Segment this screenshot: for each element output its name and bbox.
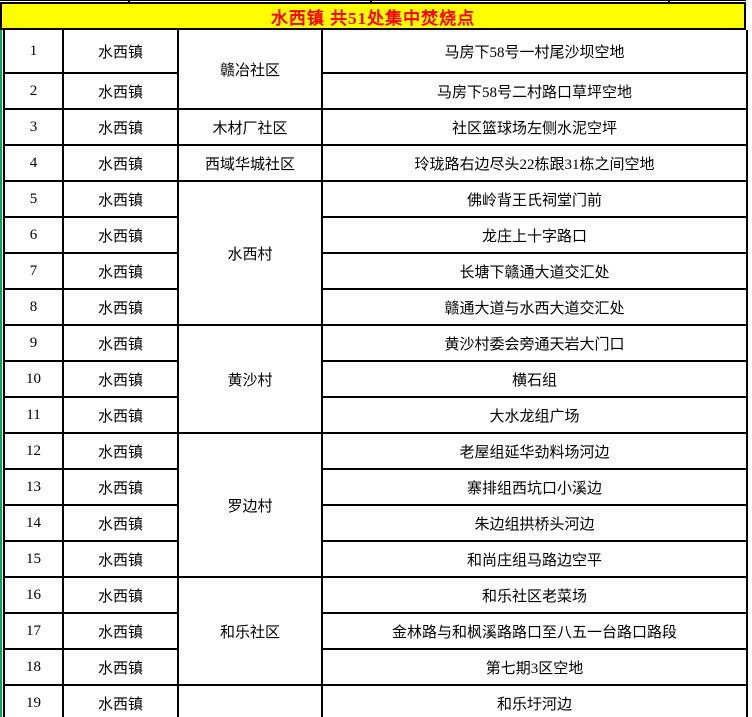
location-cell: 龙庄上十字路口: [321, 216, 748, 254]
town-cell: 水西镇: [62, 72, 179, 110]
location-cell: 寨排组西坑口小溪边: [321, 468, 748, 506]
location-cell: 长塘下赣通大道交汇处: [321, 252, 748, 290]
town-cell: 水西镇: [62, 360, 179, 398]
town-cell: 水西镇: [62, 144, 179, 182]
table-row: 3 水西镇 木材厂社区 社区篮球场左侧水泥空坪: [3, 108, 748, 146]
location-cell: 和尚庄组马路边空平: [321, 540, 748, 578]
table-row: 19 水西镇 和乐圩河边: [3, 684, 748, 717]
community-cell: 木材厂社区: [177, 108, 323, 146]
community-cell: 水西村: [177, 180, 323, 326]
table-row: 4 水西镇 西域华城社区 玲珑路右边尽头22栋跟31栋之间空地: [3, 144, 748, 182]
top-grid-remnant-line: [0, 0, 746, 1]
top-grid-remnant-stub: [370, 0, 372, 3]
table-row: 9 水西镇 黄沙村 黄沙村委会旁通天岩大门口: [3, 324, 748, 434]
community-cell: 赣冶社区: [177, 30, 323, 110]
table-row: 18 水西镇 第七期3区空地: [3, 648, 748, 686]
town-cell: 水西镇: [62, 216, 179, 254]
row-number-cell: 8: [3, 288, 64, 326]
row-number-cell: 2: [3, 72, 64, 110]
table-row: 17 水西镇 金林路与和枫溪路路口至八五一台路口路段: [3, 612, 748, 650]
town-cell: 水西镇: [62, 540, 179, 578]
town-cell: 水西镇: [62, 576, 179, 614]
left-edge-strip: [0, 30, 2, 717]
table-row: 8 水西镇 赣通大道与水西大道交汇处: [3, 288, 748, 326]
table-row: 1 水西镇 赣冶社区 马房下58号一村尾沙坝空地: [3, 30, 748, 110]
row-number-cell: 17: [3, 612, 64, 650]
community-cell: 黄沙村: [177, 324, 323, 434]
location-cell: 佛岭背王氏祠堂门前: [321, 180, 748, 218]
table-row: 12 水西镇 罗边村 老屋组延华劲料场河边: [3, 432, 748, 578]
town-cell: 水西镇: [62, 432, 179, 470]
row-number-cell: 5: [3, 180, 64, 218]
town-cell: 水西镇: [62, 468, 179, 506]
town-cell: 水西镇: [62, 396, 179, 434]
table-row: 16 水西镇 和乐社区 和乐社区老菜场: [3, 576, 748, 686]
row-number-cell: 12: [3, 432, 64, 470]
location-cell: 和乐社区老菜场: [321, 576, 748, 614]
location-cell: 第七期3区空地: [321, 648, 748, 686]
location-cell: 马房下58号一村尾沙坝空地: [321, 30, 748, 74]
row-number-cell: 14: [3, 504, 64, 542]
community-cell: 西域华城社区: [177, 144, 323, 182]
town-cell: 水西镇: [62, 108, 179, 146]
table-row: 14 水西镇 朱边组拱桥头河边: [3, 504, 748, 542]
table-title: 水西镇 共51处集中焚烧点: [270, 8, 476, 28]
location-cell: 金林路与和枫溪路路口至八五一台路口路段: [321, 612, 748, 650]
row-number-cell: 13: [3, 468, 64, 506]
row-number-cell: 3: [3, 108, 64, 146]
table-title-banner: 水西镇 共51处集中焚烧点: [0, 2, 746, 30]
row-number-cell: 19: [3, 684, 64, 717]
table-row: 11 水西镇 大水龙组广场: [3, 396, 748, 434]
town-cell: 水西镇: [62, 684, 179, 717]
row-number-cell: 16: [3, 576, 64, 614]
town-cell: 水西镇: [62, 324, 179, 362]
community-cell: 和乐社区: [177, 576, 323, 686]
location-cell: 朱边组拱桥头河边: [321, 504, 748, 542]
table-row: 7 水西镇 长塘下赣通大道交汇处: [3, 252, 748, 290]
table-row: 5 水西镇 水西村 佛岭背王氏祠堂门前: [3, 180, 748, 326]
row-number-cell: 11: [3, 396, 64, 434]
row-number-cell: 1: [3, 30, 64, 74]
town-cell: 水西镇: [62, 648, 179, 686]
burn-points-table: 1 水西镇 赣冶社区 马房下58号一村尾沙坝空地 2 水西镇 马房下58号二村路口草坪空地 3…: [3, 30, 748, 717]
location-cell: 赣通大道与水西大道交汇处: [321, 288, 748, 326]
location-cell: 黄沙村委会旁通天岩大门口: [321, 324, 748, 362]
row-number-cell: 7: [3, 252, 64, 290]
location-cell: 和乐圩河边: [321, 684, 748, 717]
row-number-cell: 18: [3, 648, 64, 686]
location-cell: 社区篮球场左侧水泥空坪: [321, 108, 748, 146]
row-number-cell: 10: [3, 360, 64, 398]
town-cell: 水西镇: [62, 612, 179, 650]
community-cell: 罗边村: [177, 432, 323, 578]
row-number-cell: 15: [3, 540, 64, 578]
town-cell: 水西镇: [62, 252, 179, 290]
town-cell: 水西镇: [62, 30, 179, 74]
table-row: 10 水西镇 横石组: [3, 360, 748, 398]
top-grid-remnant-stub: [128, 0, 130, 3]
top-grid-remnant-stub: [668, 0, 670, 3]
location-cell: 老屋组延华劲料场河边: [321, 432, 748, 470]
row-number-cell: 9: [3, 324, 64, 362]
location-cell: 马房下58号二村路口草坪空地: [321, 72, 748, 110]
table-row: 15 水西镇 和尚庄组马路边空平: [3, 540, 748, 578]
town-cell: 水西镇: [62, 180, 179, 218]
row-number-cell: 4: [3, 144, 64, 182]
table-row: 2 水西镇 马房下58号二村路口草坪空地: [3, 72, 748, 110]
location-cell: 横石组: [321, 360, 748, 398]
town-cell: 水西镇: [62, 504, 179, 542]
town-cell: 水西镇: [62, 288, 179, 326]
table-row: 6 水西镇 龙庄上十字路口: [3, 216, 748, 254]
location-cell: 玲珑路右边尽头22栋跟31栋之间空地: [321, 144, 748, 182]
location-cell: 大水龙组广场: [321, 396, 748, 434]
table-row: 13 水西镇 寨排组西坑口小溪边: [3, 468, 748, 506]
community-cell: [177, 684, 323, 717]
row-number-cell: 6: [3, 216, 64, 254]
